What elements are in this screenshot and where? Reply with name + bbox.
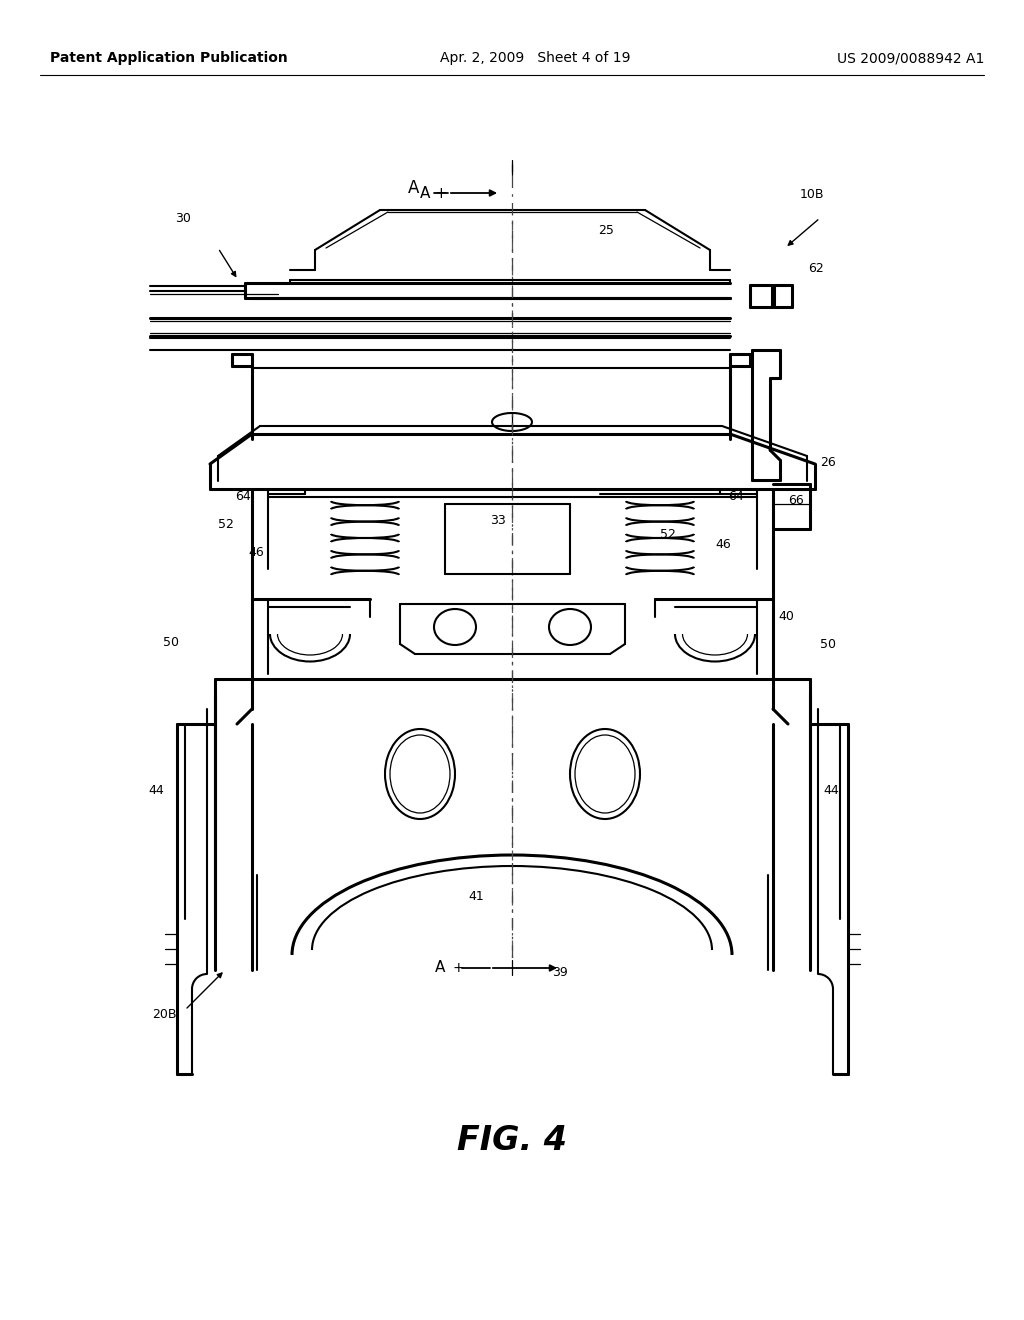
Text: 33: 33 <box>490 513 506 527</box>
Text: 26: 26 <box>820 455 836 469</box>
Text: 40: 40 <box>778 610 794 623</box>
Text: A: A <box>408 180 420 197</box>
Text: 64: 64 <box>728 490 743 503</box>
Text: Patent Application Publication: Patent Application Publication <box>50 51 288 65</box>
Text: 30: 30 <box>175 211 190 224</box>
Text: 25: 25 <box>598 223 613 236</box>
Text: +: + <box>453 961 465 975</box>
Text: 50: 50 <box>163 635 179 648</box>
Text: 39: 39 <box>552 965 567 978</box>
Text: Apr. 2, 2009   Sheet 4 of 19: Apr. 2, 2009 Sheet 4 of 19 <box>440 51 631 65</box>
Text: US 2009/0088942 A1: US 2009/0088942 A1 <box>837 51 984 65</box>
Text: 52: 52 <box>218 517 233 531</box>
Text: 46: 46 <box>248 545 264 558</box>
Text: 66: 66 <box>788 494 804 507</box>
Text: 64: 64 <box>234 490 251 503</box>
Text: 20B: 20B <box>152 1008 176 1022</box>
Text: 10B: 10B <box>800 189 824 202</box>
Text: A: A <box>420 186 430 201</box>
Text: +: + <box>434 186 446 201</box>
Text: 41: 41 <box>468 890 483 903</box>
Text: 44: 44 <box>823 784 839 796</box>
Text: 62: 62 <box>808 261 823 275</box>
Text: A: A <box>435 961 445 975</box>
Text: 44: 44 <box>148 784 164 796</box>
Text: 50: 50 <box>820 639 836 652</box>
Text: 52: 52 <box>660 528 676 541</box>
Text: 46: 46 <box>715 539 731 552</box>
Text: FIG. 4: FIG. 4 <box>457 1123 567 1156</box>
